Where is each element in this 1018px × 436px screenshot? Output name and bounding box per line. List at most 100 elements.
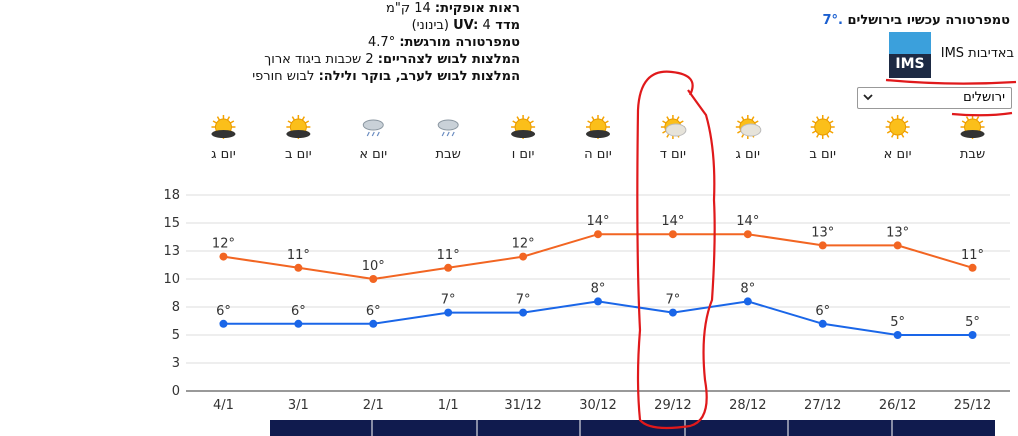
sun-ray [886, 120, 892, 124]
sun [814, 118, 832, 136]
y-tick-label: 15 [163, 216, 180, 231]
point [743, 230, 752, 239]
sun-ray [676, 116, 680, 121]
x-tick-label: 26/12 [879, 398, 916, 413]
cloud [740, 123, 762, 137]
detail-value: 2 שכבות ביגוד ארוך [264, 52, 374, 67]
x-tick-label: 3/1 [288, 398, 309, 413]
point [444, 308, 453, 317]
sun-ray [904, 130, 909, 134]
sun-ray [816, 116, 820, 121]
y-tick-label: 5 [172, 328, 180, 343]
cloud [286, 130, 311, 138]
data-label: 5° [890, 315, 905, 330]
chevron [863, 94, 873, 101]
point [444, 263, 453, 272]
detail-label: ראות אופקית: [434, 1, 520, 16]
detail-label: המלצות לבוש לערב, בוקר ולילה: [318, 69, 520, 84]
weather-icon [211, 115, 236, 139]
sun-ray [741, 116, 745, 121]
detail-row: המלצות לבוש לצהריים: 2 שכבות ביגוד ארוך [252, 51, 520, 68]
table-header [270, 420, 995, 436]
sun-ray [886, 130, 892, 134]
data-label: 14° [736, 214, 759, 229]
sun-ray [287, 120, 292, 124]
point [519, 252, 528, 261]
data-label: 13° [811, 225, 834, 240]
sun-ray [587, 120, 592, 124]
city-select[interactable]: ירושלים [857, 87, 1012, 109]
point [893, 331, 902, 339]
point [594, 297, 602, 306]
sun-ray [512, 120, 517, 124]
sun-ray [816, 133, 820, 138]
day-label: יום ו [512, 147, 535, 162]
data-label: 6° [216, 304, 231, 319]
point [743, 297, 752, 306]
y-tick-label: 8 [172, 300, 180, 315]
data-label: 6° [366, 304, 381, 319]
courtesy: באדיבות IMS [940, 46, 1014, 61]
details: ראות אופקית: 14 ק"מ מדד UV: 4 (בינוני) טמפ… [252, 0, 520, 85]
data-label: 12° [512, 237, 535, 252]
point [893, 241, 902, 250]
sun-ray [904, 120, 909, 124]
detail-row: טמפרטורה מורגשת: 4.7° [252, 34, 520, 51]
detail-row: ראות אופקית: 14 ק"מ [252, 0, 520, 17]
point [369, 275, 378, 283]
day-label: יום ג [736, 147, 761, 162]
ims-logo: IMS [889, 32, 931, 78]
data-label: 6° [291, 304, 306, 319]
x-tick-label: 4/1 [213, 398, 234, 413]
data-label: 14° [661, 214, 684, 229]
day-label: שבת [960, 147, 985, 162]
data-label: 14° [586, 214, 609, 229]
x-tick-label: 25/12 [954, 398, 991, 413]
data-label: 11° [961, 248, 984, 263]
x-tick-label: 31/12 [504, 398, 541, 413]
weather-icon [286, 115, 311, 139]
cloud [960, 130, 985, 138]
y-tick-label: 0 [172, 384, 180, 399]
x-tick-label: 30/12 [579, 398, 616, 413]
sun-ray [526, 116, 530, 121]
sun-ray [230, 120, 235, 124]
sun-ray [212, 120, 217, 124]
detail-value: 14 ק"מ [386, 1, 431, 16]
point [369, 319, 378, 328]
sun-ray [591, 116, 595, 121]
sun-ray [826, 116, 830, 121]
day-label: יום א [884, 147, 912, 162]
logo-text: IMS [895, 56, 925, 72]
sun-ray [604, 120, 609, 124]
x-tick-label: 27/12 [804, 398, 841, 413]
day-label: יום ד [660, 147, 686, 162]
weather-icon [586, 115, 610, 139]
y-tick-label: 13 [163, 244, 180, 259]
point [968, 331, 977, 339]
series-line [223, 300, 973, 336]
detail-label: המלצות לבוש לצהריים: [377, 52, 520, 67]
sun-ray [900, 133, 905, 138]
x-tick-label: 28/12 [729, 398, 766, 413]
data-label: 13° [886, 225, 909, 240]
sun-ray [601, 116, 605, 121]
data-label: 7° [666, 293, 681, 308]
rain [441, 131, 455, 137]
sun-ray [975, 116, 980, 121]
sun-ray [216, 116, 221, 121]
sun-ray [226, 116, 231, 121]
annotations [636, 70, 1017, 430]
cloud [362, 119, 384, 131]
sun-ray [829, 120, 834, 124]
point [668, 308, 677, 317]
day-label: יום א [359, 147, 387, 162]
cloud [511, 130, 536, 138]
sun [889, 118, 907, 136]
x-tick-label: 29/12 [654, 398, 691, 413]
sun-ray [829, 130, 834, 134]
series-line [223, 233, 973, 281]
x-tick-label: 2/1 [363, 398, 384, 413]
